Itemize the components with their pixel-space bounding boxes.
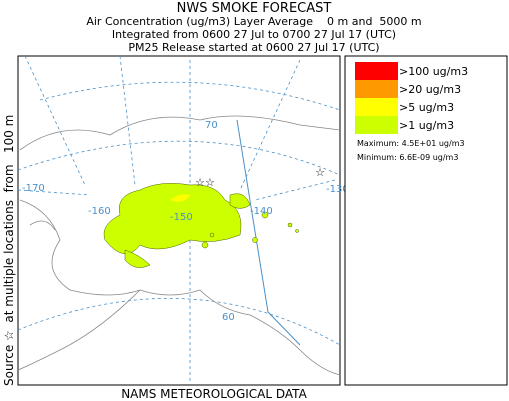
legend-swatch — [355, 80, 398, 98]
subtitle: PM25 Release started at 0600 27 Jul 17 (… — [128, 41, 379, 54]
graticule — [254, 179, 336, 201]
map-label: -140 — [250, 206, 273, 217]
map-label: -160 — [88, 206, 111, 217]
legend-max: Maximum: 4.5E+01 ug/m3 — [357, 139, 465, 148]
map: ☆ ☆☆ 70 -170 -160 -150 -140 -130 60 — [17, 55, 349, 386]
coastline — [17, 199, 141, 371]
source-star: ☆☆ — [195, 176, 215, 189]
legend-frame — [344, 55, 508, 386]
map-label: -130 — [326, 184, 349, 195]
coastline — [139, 289, 341, 376]
legend-label: >100 ug/m3 — [399, 65, 468, 78]
smoke — [103, 183, 299, 268]
legend-swatch — [355, 116, 398, 134]
graticule — [39, 81, 341, 111]
smoke — [170, 194, 190, 202]
coastline — [29, 220, 56, 231]
legend-label: >5 ug/m3 — [399, 101, 454, 114]
legend-label: >1 ug/m3 — [399, 119, 454, 132]
map-label: 70 — [205, 120, 218, 131]
graticule — [119, 55, 136, 186]
graticule — [17, 140, 341, 176]
subtitle: Integrated from 0600 27 Jul to 0700 27 J… — [112, 28, 396, 41]
footer: NAMS METEOROLOGICAL DATA — [121, 387, 307, 401]
graticule — [17, 298, 341, 346]
title: NWS SMOKE FORECAST — [177, 1, 332, 16]
side-label: Source ☆ at multiple locations from 100 … — [2, 115, 16, 386]
legend-swatch — [355, 98, 398, 116]
map-label: -150 — [170, 212, 193, 223]
source-star: ☆ — [315, 166, 325, 179]
legend-min: Minimum: 6.6E-09 ug/m3 — [357, 153, 458, 162]
graticule — [17, 189, 91, 196]
border — [236, 119, 301, 346]
map-label: -170 — [22, 183, 45, 194]
subtitle: Air Concentration (ug/m3) Layer Average … — [86, 15, 421, 28]
legend-swatch — [355, 62, 398, 80]
legend: Maximum: 4.5E+01 ug/m3 Minimum: 6.6E-09 … — [344, 55, 508, 386]
map-label: 60 — [222, 312, 235, 323]
coastline — [19, 115, 341, 151]
legend-label: >20 ug/m3 — [399, 83, 461, 96]
